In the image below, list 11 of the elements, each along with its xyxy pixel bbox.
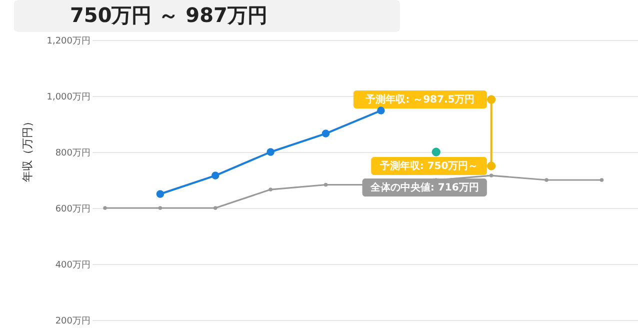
y-tick-label: 800万円 — [55, 148, 90, 158]
y-tick-label: 600万円 — [55, 204, 90, 214]
y-tick-label: 400万円 — [55, 260, 90, 270]
data-label: 予測年収: ～987.5万円 — [364, 94, 475, 106]
data-label: 全体の中央値: 716万円 — [369, 182, 479, 194]
y-axis-title: 年収（万円） — [21, 116, 34, 182]
text: 750万円 ～ 987万円 — [70, 3, 268, 27]
y-tick-label: 1,000万円 — [46, 92, 90, 102]
y-tick-label: 1,200万円 — [46, 36, 90, 46]
y-tick-label: 200万円 — [55, 316, 90, 326]
data-label: 予測年収: 750万円～ — [378, 160, 478, 172]
